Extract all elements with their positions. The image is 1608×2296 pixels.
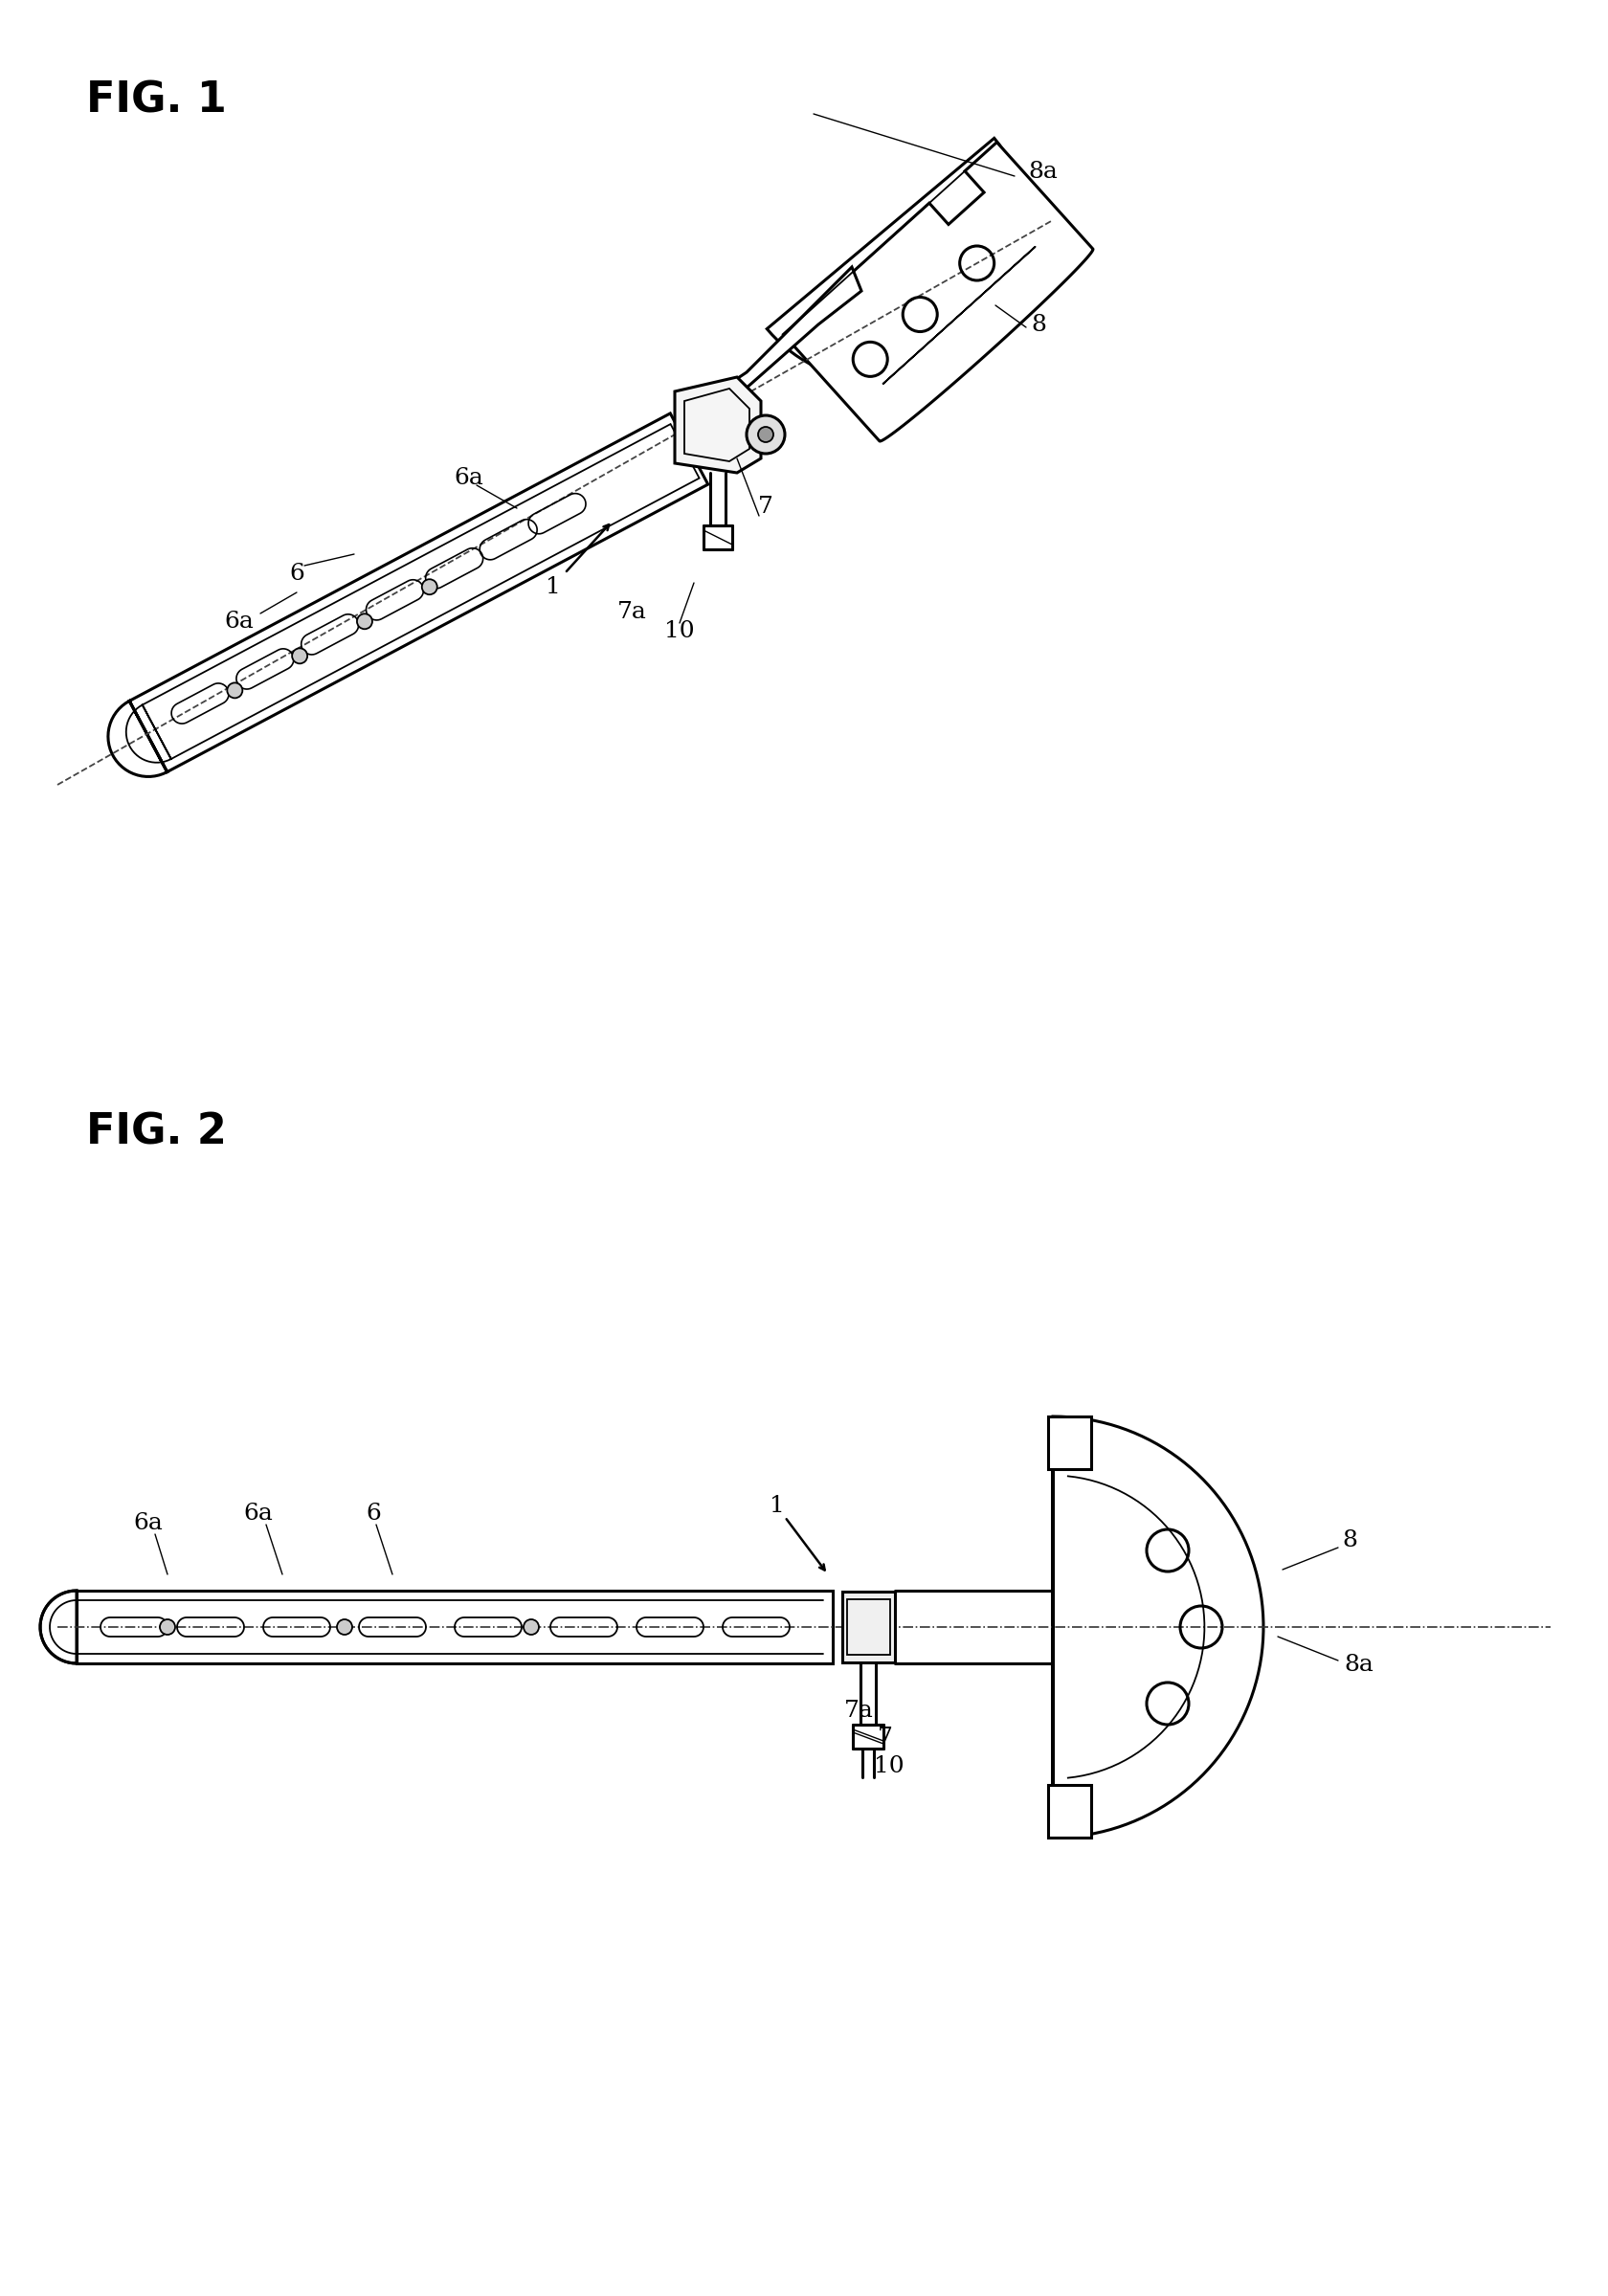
Text: 10: 10 — [664, 620, 695, 641]
Polygon shape — [40, 1591, 77, 1662]
Text: 8: 8 — [1343, 1529, 1357, 1552]
Circle shape — [357, 613, 373, 629]
Text: 8: 8 — [1031, 315, 1047, 335]
Circle shape — [293, 647, 307, 664]
Text: 7: 7 — [878, 1727, 892, 1747]
Circle shape — [757, 427, 773, 443]
Text: 6a: 6a — [244, 1504, 273, 1525]
Polygon shape — [675, 377, 761, 473]
Polygon shape — [1048, 1784, 1092, 1837]
Text: 6a: 6a — [225, 611, 254, 631]
Circle shape — [746, 416, 785, 455]
Circle shape — [524, 1619, 539, 1635]
Text: 6: 6 — [289, 563, 304, 583]
Text: 7a: 7a — [844, 1699, 873, 1722]
Polygon shape — [783, 142, 1093, 441]
Text: 7: 7 — [757, 496, 773, 517]
Polygon shape — [1048, 1417, 1092, 1469]
Polygon shape — [1053, 1417, 1264, 1837]
Polygon shape — [77, 1591, 833, 1662]
Text: 8a: 8a — [1344, 1655, 1373, 1676]
Circle shape — [421, 579, 437, 595]
Text: 7a: 7a — [617, 602, 646, 622]
Text: 10: 10 — [875, 1754, 904, 1777]
Text: FIG. 2: FIG. 2 — [87, 1111, 227, 1153]
Text: 8a: 8a — [1029, 161, 1058, 181]
Text: 6: 6 — [365, 1504, 381, 1525]
Text: 1: 1 — [770, 1495, 785, 1515]
Polygon shape — [108, 413, 708, 776]
Text: 6a: 6a — [133, 1513, 162, 1534]
Circle shape — [159, 1619, 175, 1635]
Text: 1: 1 — [545, 576, 561, 597]
Polygon shape — [695, 266, 862, 425]
Circle shape — [338, 1619, 352, 1635]
Polygon shape — [767, 138, 1029, 381]
Polygon shape — [843, 1591, 896, 1662]
Text: 6a: 6a — [453, 466, 484, 489]
Text: FIG. 1: FIG. 1 — [87, 80, 227, 122]
Circle shape — [227, 682, 243, 698]
